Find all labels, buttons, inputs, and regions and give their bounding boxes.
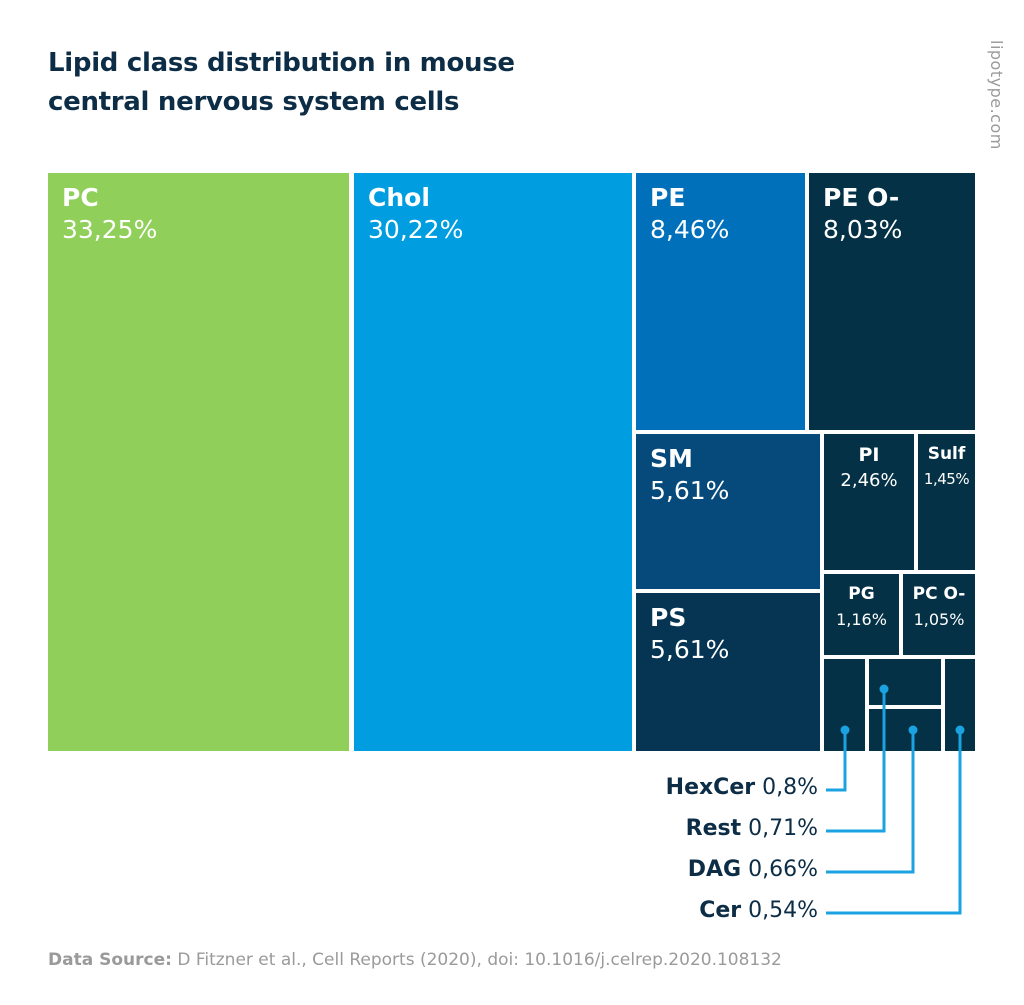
tile-value-pe-o: 8,03% bbox=[823, 215, 903, 244]
tile-label-chol: Chol bbox=[368, 183, 430, 212]
callout-line-rest bbox=[826, 689, 886, 833]
tile-ps: PS 5,61% bbox=[636, 593, 820, 751]
tile-value-pc-o: 1,05% bbox=[913, 610, 965, 629]
data-source: Data Source: D Fitzner et al., Cell Repo… bbox=[48, 950, 782, 970]
callout-line-cer bbox=[826, 730, 962, 915]
tile-label-pc: PC bbox=[62, 183, 99, 212]
callout-name-hexcer: HexCer bbox=[665, 775, 756, 800]
tile-value-sulf: 1,45% bbox=[923, 470, 970, 488]
data-source-text: D Fitzner et al., Cell Reports (2020), d… bbox=[177, 950, 782, 970]
tile-value-sm: 5,61% bbox=[650, 476, 730, 505]
tile-pi: PI 2,46% bbox=[824, 434, 914, 570]
tile-label-pe: PE bbox=[650, 183, 686, 212]
tile-label-pc-o: PC O- bbox=[912, 584, 966, 604]
data-source-label: Data Source: bbox=[48, 950, 172, 970]
callout-value-rest: 0,71% bbox=[741, 816, 818, 841]
tile-label-sulf: Sulf bbox=[927, 444, 966, 464]
callout-line-dag bbox=[826, 730, 915, 874]
callout-value-dag: 0,66% bbox=[741, 857, 818, 882]
callout-dag: DAG 0,66% bbox=[688, 857, 818, 883]
tile-label-pe-o: PE O- bbox=[823, 183, 900, 212]
tile-value-pc: 33,25% bbox=[62, 215, 158, 244]
tile-value-pe: 8,46% bbox=[650, 215, 730, 244]
callout-value-cer: 0,54% bbox=[741, 898, 818, 923]
tile-label-pi: PI bbox=[858, 444, 880, 466]
callout-rest: Rest 0,71% bbox=[686, 816, 818, 842]
tile-pe-o: PE O- 8,03% bbox=[809, 173, 975, 430]
callout-line-hexcer bbox=[826, 730, 847, 792]
callout-name-rest: Rest bbox=[685, 816, 742, 841]
tile-pc-o: PC O- 1,05% bbox=[903, 574, 975, 655]
tile-label-sm: SM bbox=[650, 444, 693, 473]
tile-pe: PE 8,46% bbox=[636, 173, 805, 430]
tile-dag bbox=[869, 709, 941, 751]
tile-value-pg: 1,16% bbox=[836, 610, 887, 629]
tile-value-pi: 2,46% bbox=[840, 470, 898, 491]
tile-value-ps: 5,61% bbox=[650, 635, 730, 664]
tile-value-chol: 30,22% bbox=[368, 215, 464, 244]
callout-value-hexcer: 0,8% bbox=[755, 775, 818, 800]
tile-sulf: Sulf 1,45% bbox=[918, 434, 975, 570]
tile-rest bbox=[869, 659, 941, 705]
tile-sm: SM 5,61% bbox=[636, 434, 820, 589]
tile-chol: Chol 30,22% bbox=[354, 173, 632, 751]
callout-name-dag: DAG bbox=[687, 857, 742, 882]
tile-label-pg: PG bbox=[848, 584, 875, 604]
callout-cer: Cer 0,54% bbox=[699, 898, 818, 924]
chart-title: Lipid class distribution in mouse centra… bbox=[48, 48, 515, 117]
tile-pc: PC 33,25% bbox=[48, 173, 349, 751]
callout-hexcer: HexCer 0,8% bbox=[666, 775, 818, 801]
tile-pg: PG 1,16% bbox=[824, 574, 899, 655]
callout-name-cer: Cer bbox=[699, 898, 742, 923]
tile-label-ps: PS bbox=[650, 603, 687, 632]
